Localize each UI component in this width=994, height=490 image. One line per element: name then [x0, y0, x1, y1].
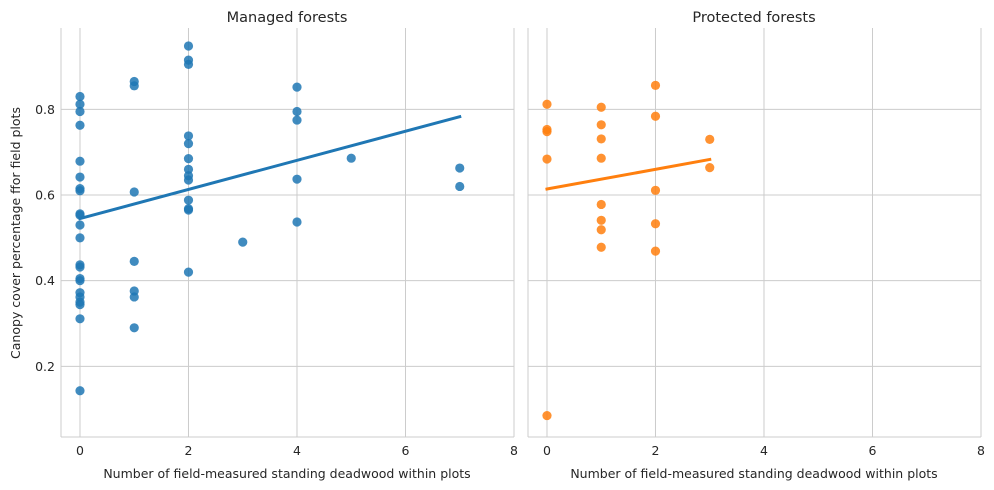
- regression-line: [78, 114, 462, 221]
- data-point: [705, 134, 715, 144]
- data-point: [650, 219, 661, 229]
- x-tick-label: 2: [185, 443, 193, 458]
- data-point: [596, 134, 606, 144]
- data-point: [183, 131, 194, 141]
- data-point: [650, 246, 661, 256]
- data-point: [292, 115, 302, 125]
- x-tick-label: 6: [869, 443, 877, 458]
- data-point: [129, 323, 139, 333]
- x-tick-label: 0: [76, 443, 84, 458]
- x-tick-label: 2: [652, 443, 660, 458]
- data-point: [596, 120, 606, 130]
- data-point: [129, 292, 139, 302]
- x-axis-label: Number of field-measured standing deadwo…: [103, 466, 470, 481]
- data-point: [75, 91, 85, 102]
- data-point: [75, 276, 85, 286]
- data-point: [75, 156, 85, 166]
- data-point: [650, 111, 661, 121]
- data-point: [75, 262, 85, 272]
- data-point: [183, 164, 194, 174]
- data-point: [183, 267, 194, 277]
- data-point: [292, 82, 302, 92]
- data-point: [455, 163, 465, 173]
- x-tick-label: 0: [543, 443, 551, 458]
- x-tick-label: 4: [293, 443, 301, 458]
- data-point: [542, 127, 552, 137]
- data-point: [596, 199, 606, 210]
- data-point: [292, 217, 302, 227]
- grid-layer: [528, 28, 982, 437]
- data-point: [183, 154, 194, 164]
- panel-title: Managed forests: [227, 10, 348, 26]
- data-point: [183, 139, 194, 149]
- y-tick-label: 0.6: [35, 188, 55, 203]
- x-axis-label: Number of field-measured standing deadwo…: [570, 466, 937, 481]
- data-point: [75, 233, 85, 243]
- regression-line: [545, 157, 712, 191]
- data-point: [596, 215, 606, 225]
- x-tick-label: 6: [402, 443, 410, 458]
- y-tick-label: 0.4: [35, 273, 55, 288]
- data-point: [596, 153, 606, 163]
- data-point: [183, 175, 194, 185]
- data-point: [238, 237, 248, 247]
- scatter-points: [75, 41, 465, 396]
- data-point: [75, 120, 85, 130]
- data-point: [705, 163, 715, 173]
- panel-protected-forests: Protected forests Number of field-measur…: [527, 10, 985, 481]
- x-tick-label: 8: [977, 443, 985, 458]
- y-tick-label: 0.8: [35, 102, 55, 117]
- data-point: [650, 80, 661, 90]
- data-point: [129, 81, 139, 91]
- panel-managed-forests: Managed forests Number of field-measured…: [8, 10, 518, 481]
- data-point: [75, 106, 85, 117]
- scatter-points: [542, 80, 715, 421]
- data-point: [596, 225, 606, 235]
- data-point: [75, 99, 85, 109]
- y-tick-label: 0.2: [35, 359, 55, 374]
- data-point: [75, 386, 85, 396]
- data-point: [129, 187, 139, 197]
- data-point: [183, 205, 194, 215]
- data-point: [183, 59, 194, 70]
- data-point: [596, 102, 606, 112]
- data-point: [75, 300, 85, 310]
- data-point: [292, 174, 302, 184]
- data-point: [129, 256, 139, 267]
- data-point: [183, 195, 194, 205]
- x-tick-label: 8: [510, 443, 518, 458]
- data-point: [75, 220, 85, 230]
- grid-layer: [61, 28, 515, 437]
- panel-title: Protected forests: [692, 10, 815, 26]
- data-point: [183, 41, 194, 51]
- data-point: [292, 106, 302, 117]
- data-point: [542, 99, 552, 109]
- x-tick-label: 4: [760, 443, 768, 458]
- data-point: [650, 185, 661, 195]
- data-point: [346, 153, 356, 163]
- data-point: [542, 410, 552, 421]
- data-point: [542, 154, 552, 164]
- data-point: [75, 186, 85, 196]
- data-point: [596, 242, 606, 252]
- data-point: [75, 314, 85, 324]
- data-point: [455, 181, 465, 192]
- data-point: [75, 172, 85, 182]
- y-axis-label: Canopy cover percentage ffor field plots: [8, 107, 23, 359]
